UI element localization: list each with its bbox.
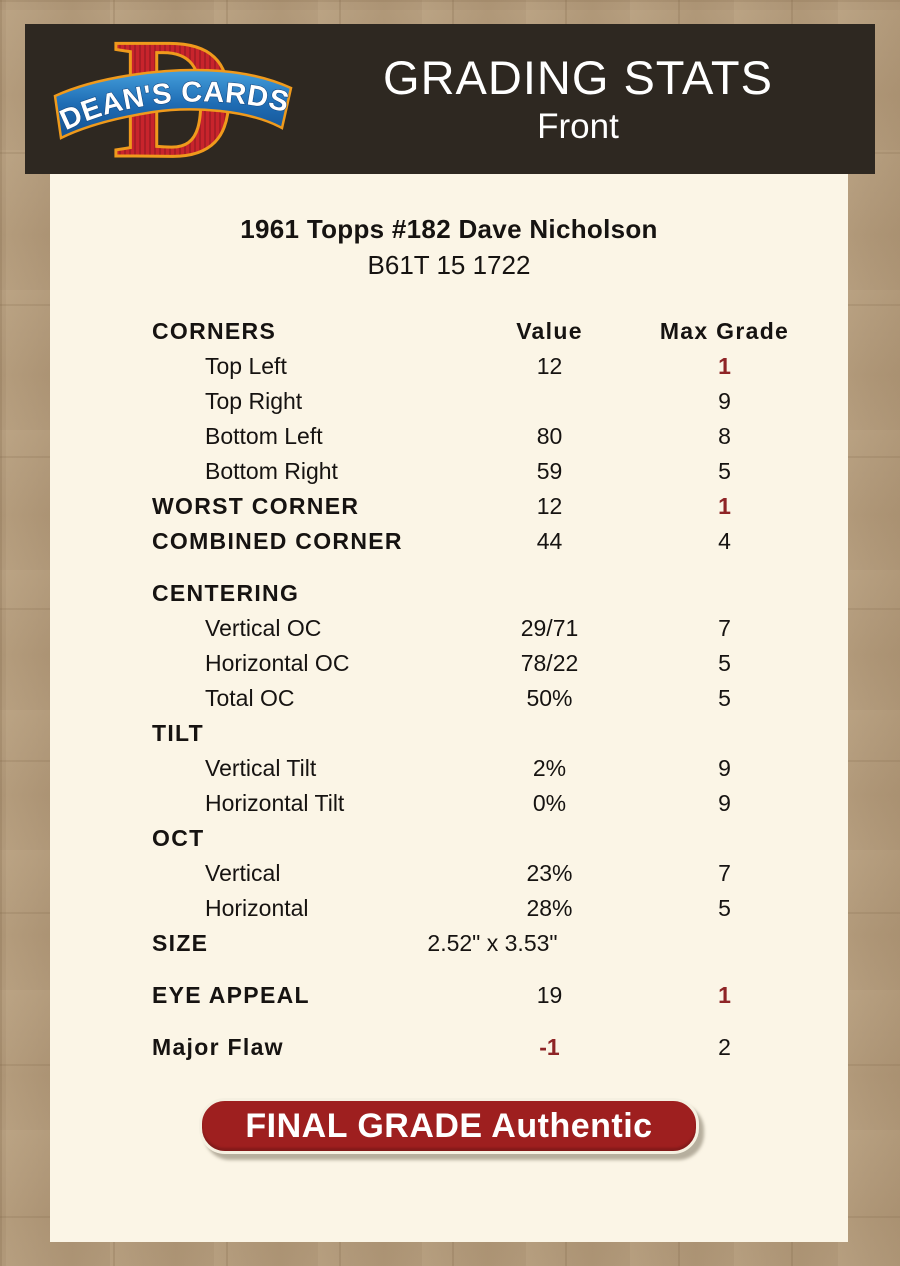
table-row: Bottom Left 80 8 bbox=[152, 419, 802, 454]
table-row: Top Right 9 bbox=[152, 384, 802, 419]
cell-value: 28% bbox=[526, 895, 573, 921]
cell-value: 0% bbox=[532, 790, 567, 816]
table-row: COMBINED CORNER 44 4 bbox=[152, 524, 802, 559]
table-row: OCT bbox=[152, 821, 802, 856]
cell-label: Horizontal Tilt bbox=[205, 790, 345, 816]
cell-label: Horizontal bbox=[205, 895, 309, 921]
table-row: Vertical OC 29/71 7 bbox=[152, 611, 802, 646]
table-row: Top Left 12 1 bbox=[152, 349, 802, 384]
cell-label: OCT bbox=[152, 825, 205, 851]
cell-value: -1 bbox=[539, 1034, 560, 1060]
cell-max: 1 bbox=[718, 982, 731, 1008]
table-row: Total OC 50% 5 bbox=[152, 681, 802, 716]
cell-label: CORNERS bbox=[152, 318, 277, 344]
cell-value: 12 bbox=[536, 353, 563, 379]
table-row: WORST CORNER 12 1 bbox=[152, 489, 802, 524]
table-row: Major Flaw -1 2 bbox=[152, 1030, 802, 1065]
cell-max: 5 bbox=[718, 650, 731, 676]
cell-label: EYE APPEAL bbox=[152, 982, 310, 1008]
table-row: Horizontal OC 78/22 5 bbox=[152, 646, 802, 681]
cell-value: 23% bbox=[526, 860, 573, 886]
cell-label: Top Left bbox=[205, 353, 287, 379]
logo-ribbon bbox=[53, 68, 293, 140]
page-subtitle: Front bbox=[537, 107, 619, 146]
card-title: 1961 Topps #182 Dave Nicholson bbox=[240, 214, 658, 244]
table-row: SIZE 2.52" x 3.53" bbox=[152, 926, 802, 961]
cell-value: 2% bbox=[532, 755, 567, 781]
cell-value: 19 bbox=[536, 982, 563, 1008]
cell-label: CENTERING bbox=[152, 580, 300, 606]
cell-label: Top Right bbox=[205, 388, 303, 414]
cell-max: 1 bbox=[718, 353, 731, 379]
cell-value: 50% bbox=[526, 685, 573, 711]
cell-max: Max Grade bbox=[659, 318, 790, 344]
cell-label: Bottom Left bbox=[205, 423, 323, 449]
cell-label: Vertical Tilt bbox=[205, 755, 317, 781]
table-row: Horizontal 28% 5 bbox=[152, 891, 802, 926]
table-row: Horizontal Tilt 0% 9 bbox=[152, 786, 802, 821]
cell-label: Major Flaw bbox=[152, 1034, 284, 1060]
cell-label: COMBINED CORNER bbox=[152, 528, 403, 554]
cell-label: WORST CORNER bbox=[152, 493, 360, 519]
table-row: TILT bbox=[152, 716, 802, 751]
cell-value: 44 bbox=[536, 528, 563, 554]
header-titles: GRADING STATS Front bbox=[307, 48, 875, 150]
cell-label: Vertical bbox=[205, 860, 281, 886]
cell-value: 59 bbox=[536, 458, 563, 484]
cell-max: 5 bbox=[718, 685, 731, 711]
deans-cards-logo: D DEAN'S CARDS bbox=[49, 3, 307, 196]
card-code: B61T 15 1722 bbox=[367, 250, 531, 280]
header-bar: D DEAN'S CARDS GRADING STATS Front bbox=[25, 3, 875, 196]
cell-value: Value bbox=[516, 318, 583, 344]
table-row: EYE APPEAL 19 1 bbox=[152, 978, 802, 1013]
table-row: Vertical Tilt 2% 9 bbox=[152, 751, 802, 786]
cell-max: 1 bbox=[718, 493, 731, 519]
cell-value: 78/22 bbox=[520, 650, 579, 676]
cell-value: 29/71 bbox=[520, 615, 579, 641]
final-grade-button[interactable]: FINAL GRADE Authentic bbox=[199, 1098, 699, 1154]
logo-graphic: D DEAN'S CARDS bbox=[53, 3, 293, 196]
cell-max: 9 bbox=[718, 790, 731, 816]
page-title: GRADING STATS bbox=[383, 51, 773, 104]
table-row: CENTERING bbox=[152, 576, 802, 611]
cell-label: Horizontal OC bbox=[205, 650, 350, 676]
cell-label: Bottom Right bbox=[205, 458, 338, 484]
cell-max: 9 bbox=[718, 388, 731, 414]
cell-value: 80 bbox=[536, 423, 563, 449]
cell-value: 2.52" x 3.53" bbox=[427, 930, 558, 956]
grading-table: CORNERS Value Max Grade Top Left 12 1 Top Righ… bbox=[152, 314, 802, 1065]
cell-max: 5 bbox=[718, 458, 731, 484]
cell-max: 5 bbox=[718, 895, 731, 921]
cell-label: TILT bbox=[152, 720, 205, 746]
cell-label: Vertical OC bbox=[205, 615, 322, 641]
table-row: Vertical 23% 7 bbox=[152, 856, 802, 891]
cell-max: 7 bbox=[718, 615, 731, 641]
content-panel: 1961 Topps #182 Dave Nicholson B61T 15 1… bbox=[50, 174, 848, 1242]
cell-max: 9 bbox=[718, 755, 731, 781]
cell-label: Total OC bbox=[205, 685, 295, 711]
cell-max: 7 bbox=[718, 860, 731, 886]
cell-max: 4 bbox=[718, 528, 731, 554]
table-header-row: CORNERS Value Max Grade bbox=[152, 314, 802, 349]
cell-label: SIZE bbox=[152, 930, 209, 956]
cell-max: 8 bbox=[718, 423, 731, 449]
table-row: Bottom Right 59 5 bbox=[152, 454, 802, 489]
cell-max: 2 bbox=[718, 1034, 731, 1060]
cell-value: 12 bbox=[536, 493, 563, 519]
